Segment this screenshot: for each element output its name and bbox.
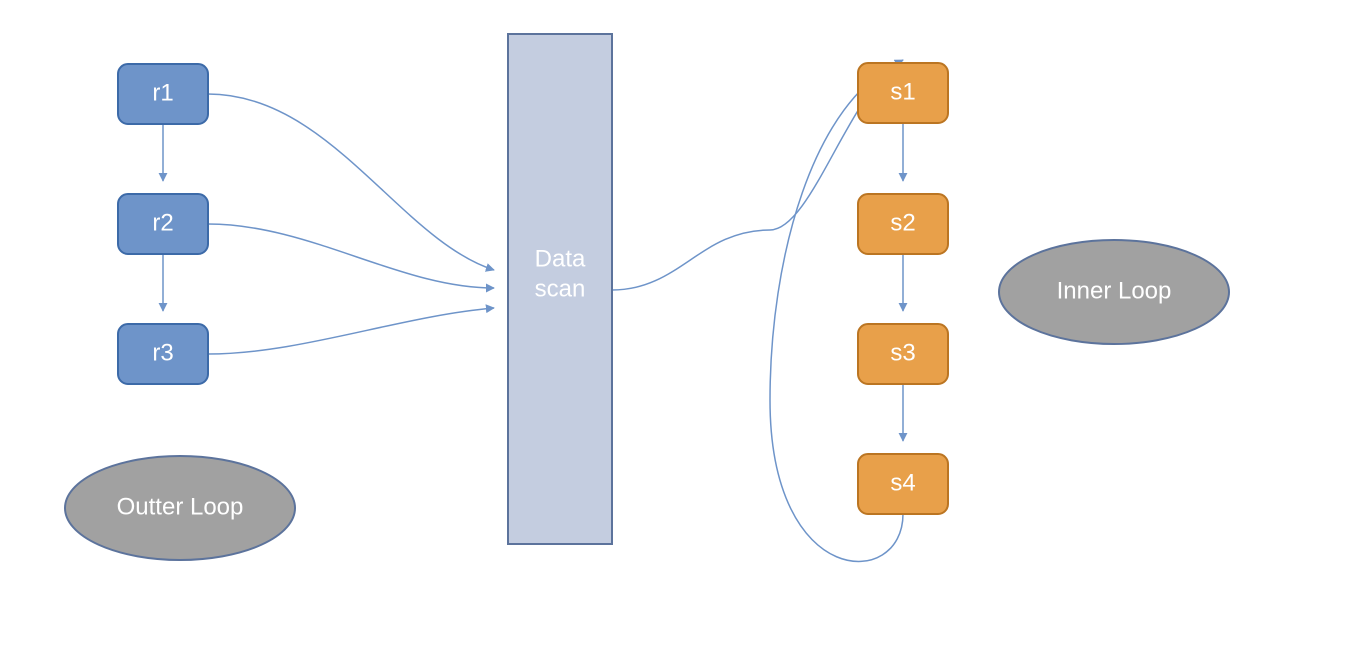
node-label-s3: s3 bbox=[890, 339, 915, 366]
node-inner: Inner Loop bbox=[999, 240, 1229, 344]
node-label-s2: s2 bbox=[890, 209, 915, 236]
node-label-s1: s1 bbox=[890, 78, 915, 105]
node-label-outer: Outter Loop bbox=[117, 493, 244, 520]
node-r3: r3 bbox=[118, 324, 208, 384]
nodes-layer: r1 r2 r3 Data scan s1 s2 s3 s4 Outter Loop Inner L… bbox=[65, 34, 1229, 560]
node-label-scan-line1: scan bbox=[535, 275, 586, 302]
edge-4 bbox=[208, 308, 494, 354]
node-scan: Data scan bbox=[508, 34, 612, 544]
node-label-s4: s4 bbox=[890, 469, 915, 496]
edge-2 bbox=[208, 94, 494, 270]
node-label-r1: r1 bbox=[152, 79, 173, 106]
node-s1: s1 bbox=[858, 63, 948, 123]
node-s3: s3 bbox=[858, 324, 948, 384]
node-label-scan-line0: Data bbox=[535, 245, 586, 272]
node-outer: Outter Loop bbox=[65, 456, 295, 560]
node-s4: s4 bbox=[858, 454, 948, 514]
node-r1: r1 bbox=[118, 64, 208, 124]
node-r2: r2 bbox=[118, 194, 208, 254]
edge-3 bbox=[208, 224, 494, 288]
node-label-inner: Inner Loop bbox=[1057, 277, 1172, 304]
node-label-r3: r3 bbox=[152, 339, 173, 366]
node-s2: s2 bbox=[858, 194, 948, 254]
node-label-r2: r2 bbox=[152, 209, 173, 236]
